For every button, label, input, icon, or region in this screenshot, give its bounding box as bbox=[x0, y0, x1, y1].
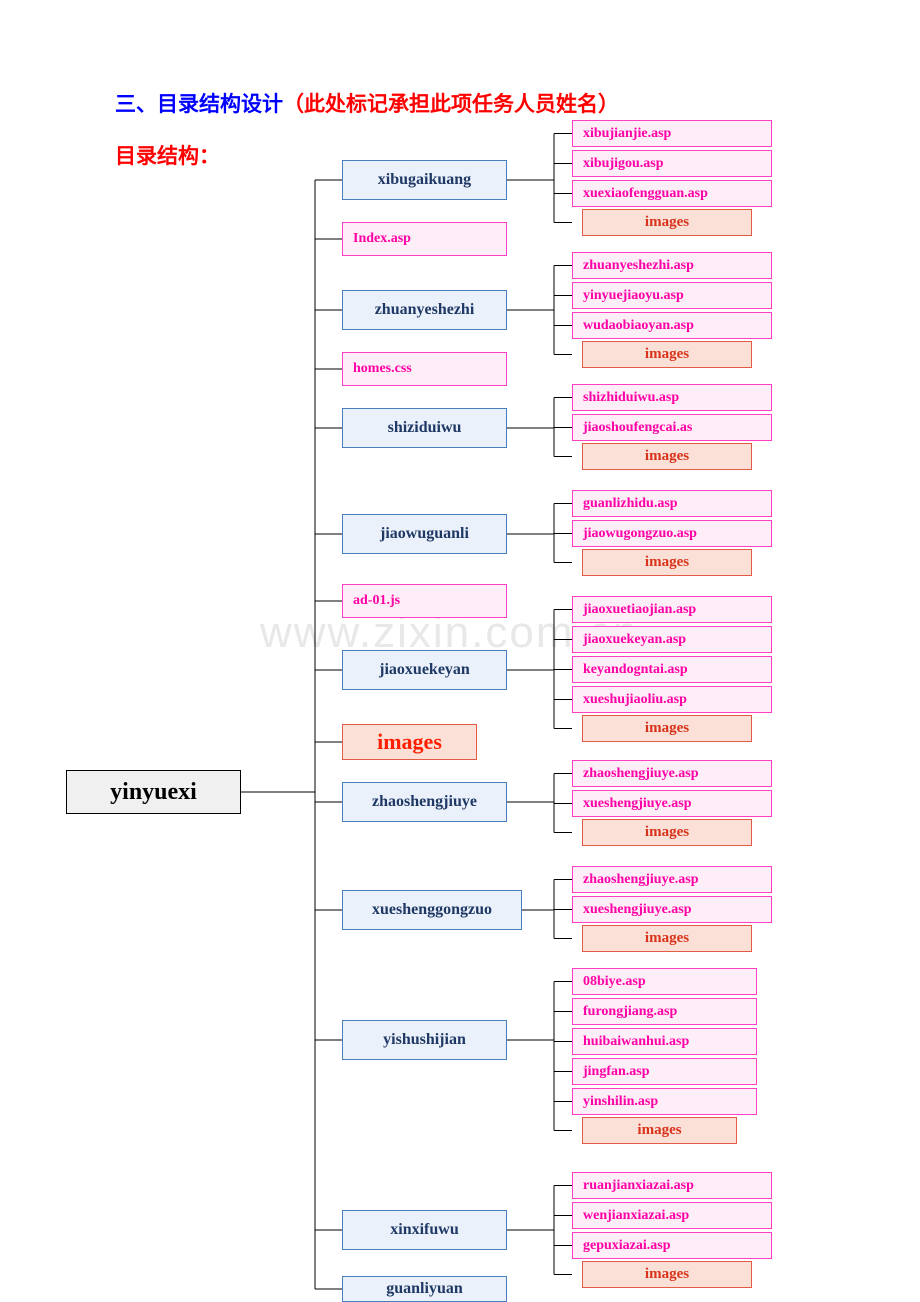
mid-node-2: zhuanyeshezhi bbox=[342, 290, 507, 330]
mid-node-5: jiaowuguanli bbox=[342, 514, 507, 554]
mid-node-3: homes.css bbox=[342, 352, 507, 386]
mid-node-1: Index.asp bbox=[342, 222, 507, 256]
leaf-0-0: xibujianjie.asp bbox=[572, 120, 772, 147]
leaf-2-0: shizhiduiwu.asp bbox=[572, 384, 772, 411]
leaf-6-0: zhaoshengjiuye.asp bbox=[572, 866, 772, 893]
leaf-1-1: yinyuejiaoyu.asp bbox=[572, 282, 772, 309]
title-note-text: （此处标记承担此项任务人员姓名） bbox=[283, 92, 619, 116]
leaf-7-0: 08biye.asp bbox=[572, 968, 757, 995]
mid-node-10: xueshenggongzuo bbox=[342, 890, 522, 930]
leaf-1-0: zhuanyeshezhi.asp bbox=[572, 252, 772, 279]
leaf-7-4: yinshilin.asp bbox=[572, 1088, 757, 1115]
leaf-4-4: images bbox=[582, 715, 752, 742]
leaf-8-1: wenjianxiazai.asp bbox=[572, 1202, 772, 1229]
leaf-3-0: guanlizhidu.asp bbox=[572, 490, 772, 517]
leaf-4-3: xueshujiaoliu.asp bbox=[572, 686, 772, 713]
leaf-2-2: images bbox=[582, 443, 752, 470]
mid-node-0: xibugaikuang bbox=[342, 160, 507, 200]
mid-node-9: zhaoshengjiuye bbox=[342, 782, 507, 822]
mid-node-13: guanliyuan bbox=[342, 1276, 507, 1302]
title-main-text: 三、目录结构设计 bbox=[115, 92, 283, 116]
leaf-0-3: images bbox=[582, 209, 752, 236]
leaf-8-3: images bbox=[582, 1261, 752, 1288]
leaf-0-2: xuexiaofengguan.asp bbox=[572, 180, 772, 207]
leaf-0-1: xibujigou.asp bbox=[572, 150, 772, 177]
leaf-4-2: keyandogntai.asp bbox=[572, 656, 772, 683]
leaf-4-0: jiaoxuetiaojian.asp bbox=[572, 596, 772, 623]
leaf-1-3: images bbox=[582, 341, 752, 368]
leaf-3-2: images bbox=[582, 549, 752, 576]
mid-node-6: ad-01.js bbox=[342, 584, 507, 618]
leaf-6-2: images bbox=[582, 925, 752, 952]
root-node: yinyuexi bbox=[66, 770, 241, 814]
mid-node-8: images bbox=[342, 724, 477, 760]
subtitle: 目录结构： bbox=[115, 140, 220, 170]
mid-node-7: jiaoxuekeyan bbox=[342, 650, 507, 690]
leaf-5-2: images bbox=[582, 819, 752, 846]
mid-node-4: shiziduiwu bbox=[342, 408, 507, 448]
mid-node-11: yishushijian bbox=[342, 1020, 507, 1060]
leaf-8-2: gepuxiazai.asp bbox=[572, 1232, 772, 1259]
leaf-1-2: wudaobiaoyan.asp bbox=[572, 312, 772, 339]
leaf-7-2: huibaiwanhui.asp bbox=[572, 1028, 757, 1055]
leaf-7-1: furongjiang.asp bbox=[572, 998, 757, 1025]
leaf-5-1: xueshengjiuye.asp bbox=[572, 790, 772, 817]
leaf-5-0: zhaoshengjiuye.asp bbox=[572, 760, 772, 787]
leaf-8-0: ruanjianxiazai.asp bbox=[572, 1172, 772, 1199]
leaf-7-5: images bbox=[582, 1117, 737, 1144]
mid-node-12: xinxifuwu bbox=[342, 1210, 507, 1250]
leaf-2-1: jiaoshoufengcai.as bbox=[572, 414, 772, 441]
leaf-3-1: jiaowugongzuo.asp bbox=[572, 520, 772, 547]
leaf-4-1: jiaoxuekeyan.asp bbox=[572, 626, 772, 653]
leaf-6-1: xueshengjiuye.asp bbox=[572, 896, 772, 923]
section-title: 三、目录结构设计（此处标记承担此项任务人员姓名） bbox=[115, 88, 619, 118]
leaf-7-3: jingfan.asp bbox=[572, 1058, 757, 1085]
